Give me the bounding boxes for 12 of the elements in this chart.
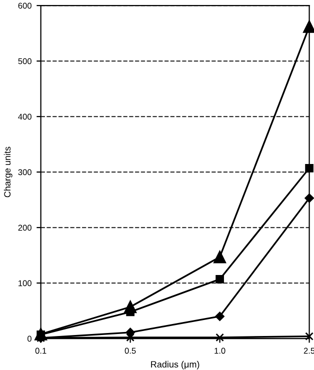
y-tick-label: 200 [18,224,32,231]
y-tick-label: 100 [18,280,32,286]
x-tick-label: 1.0 [214,348,226,354]
y-tick-label: 600 [18,2,32,9]
y-tick-label: 0 [27,336,32,342]
y-tick-label: 400 [18,114,32,120]
y-tick-label: 300 [18,169,32,176]
y-tick-label: 500 [18,58,32,64]
x-axis-title: Radius (μm) [151,360,200,370]
y-axis-title: Charge units [4,146,12,198]
x-tick-label: 0.1 [35,348,46,354]
x-tick-label: 0.5 [124,348,136,354]
